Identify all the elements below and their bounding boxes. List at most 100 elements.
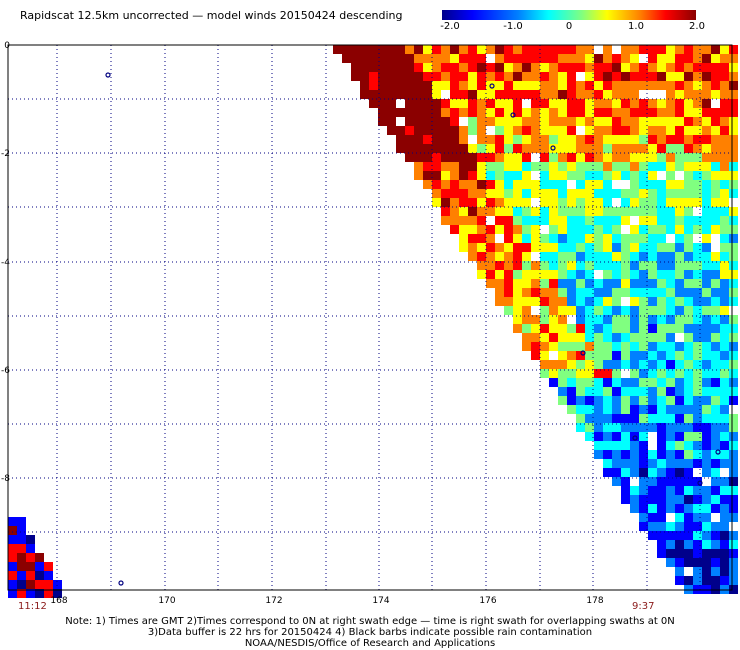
swath-cell — [540, 225, 549, 234]
swath-cell — [702, 396, 711, 405]
swath-cell — [477, 81, 486, 90]
swath-cell — [720, 189, 729, 198]
swath-cell — [702, 234, 711, 243]
swath-cell — [639, 315, 648, 324]
swath-cell — [585, 189, 594, 198]
swath-cell — [612, 369, 621, 378]
swath-cell — [459, 45, 468, 54]
swath-cell — [702, 423, 711, 432]
swath-cell — [720, 549, 729, 558]
swath-cell — [684, 252, 693, 261]
swath-cell — [621, 369, 630, 378]
swath-cell — [486, 225, 495, 234]
swath-cell — [558, 135, 567, 144]
swath-cell — [405, 135, 414, 144]
swath-cell — [684, 216, 693, 225]
swath-cell — [648, 81, 657, 90]
swath-cell — [675, 495, 684, 504]
swath-cell — [459, 126, 468, 135]
swath-cell — [450, 189, 459, 198]
swath-cell — [693, 432, 702, 441]
swath-cell — [423, 45, 432, 54]
swath-cell — [414, 108, 423, 117]
swath-cell — [549, 162, 558, 171]
swath-cell — [612, 126, 621, 135]
swath-cell — [558, 81, 567, 90]
swath-cell — [558, 333, 567, 342]
swath-cell — [432, 72, 441, 81]
swath-cell — [558, 306, 567, 315]
swath-cell — [549, 351, 558, 360]
swath-cell — [693, 270, 702, 279]
swath-cell — [17, 517, 26, 526]
swath-cell — [558, 198, 567, 207]
swath-cell — [711, 324, 720, 333]
swath-cell — [396, 81, 405, 90]
swath-cell — [702, 252, 711, 261]
swath-cell — [657, 162, 666, 171]
swath-cell — [639, 72, 648, 81]
island-outline — [550, 145, 556, 151]
swath-cell — [693, 360, 702, 369]
swath-cell — [648, 477, 657, 486]
swath-cell — [657, 54, 666, 63]
swath-cell — [576, 279, 585, 288]
swath-cell — [639, 333, 648, 342]
swath-cell — [477, 117, 486, 126]
swath-cell — [603, 342, 612, 351]
swath-cell — [639, 243, 648, 252]
swath-cell — [648, 54, 657, 63]
swath-cell — [450, 153, 459, 162]
swath-cell — [648, 432, 657, 441]
swath-cell — [549, 117, 558, 126]
swath-cell — [675, 351, 684, 360]
swath-cell — [612, 45, 621, 54]
swath-cell — [720, 486, 729, 495]
swath-cell — [675, 333, 684, 342]
swath-cell — [720, 531, 729, 540]
swath-cell — [684, 324, 693, 333]
swath-cell — [522, 189, 531, 198]
swath-cell — [693, 126, 702, 135]
swath-cell — [612, 234, 621, 243]
swath-cell — [729, 189, 738, 198]
swath-cell — [26, 589, 35, 598]
swath-cell — [540, 153, 549, 162]
swath-cell — [522, 135, 531, 144]
swath-cell — [603, 252, 612, 261]
swath-cell — [666, 189, 675, 198]
swath-cell — [630, 414, 639, 423]
swath-cell — [693, 504, 702, 513]
swath-cell — [711, 315, 720, 324]
swath-cell — [657, 324, 666, 333]
swath-cell — [684, 234, 693, 243]
swath-cell — [675, 225, 684, 234]
swath-cell — [441, 198, 450, 207]
swath-cell — [693, 558, 702, 567]
swath-cell — [549, 252, 558, 261]
swath-cell — [639, 288, 648, 297]
swath-cell — [612, 72, 621, 81]
swath-cell — [729, 153, 738, 162]
swath-cell — [387, 126, 396, 135]
swath-cell — [477, 225, 486, 234]
swath-cell — [729, 261, 738, 270]
swath-cell — [684, 261, 693, 270]
swath-cell — [585, 153, 594, 162]
swath-cell — [585, 252, 594, 261]
swath-cell — [657, 306, 666, 315]
swath-cell — [639, 387, 648, 396]
swath-cell — [702, 117, 711, 126]
swath-cell — [702, 468, 711, 477]
swath-cell — [729, 360, 738, 369]
swath-cell — [729, 351, 738, 360]
swath-cell — [44, 562, 53, 571]
swath-cell — [8, 553, 17, 562]
swath-cell — [684, 135, 693, 144]
swath-cell — [531, 126, 540, 135]
swath-cell — [477, 108, 486, 117]
swath-cell — [630, 54, 639, 63]
swath-cell — [558, 45, 567, 54]
swath-cell — [378, 72, 387, 81]
swath-cell — [657, 216, 666, 225]
